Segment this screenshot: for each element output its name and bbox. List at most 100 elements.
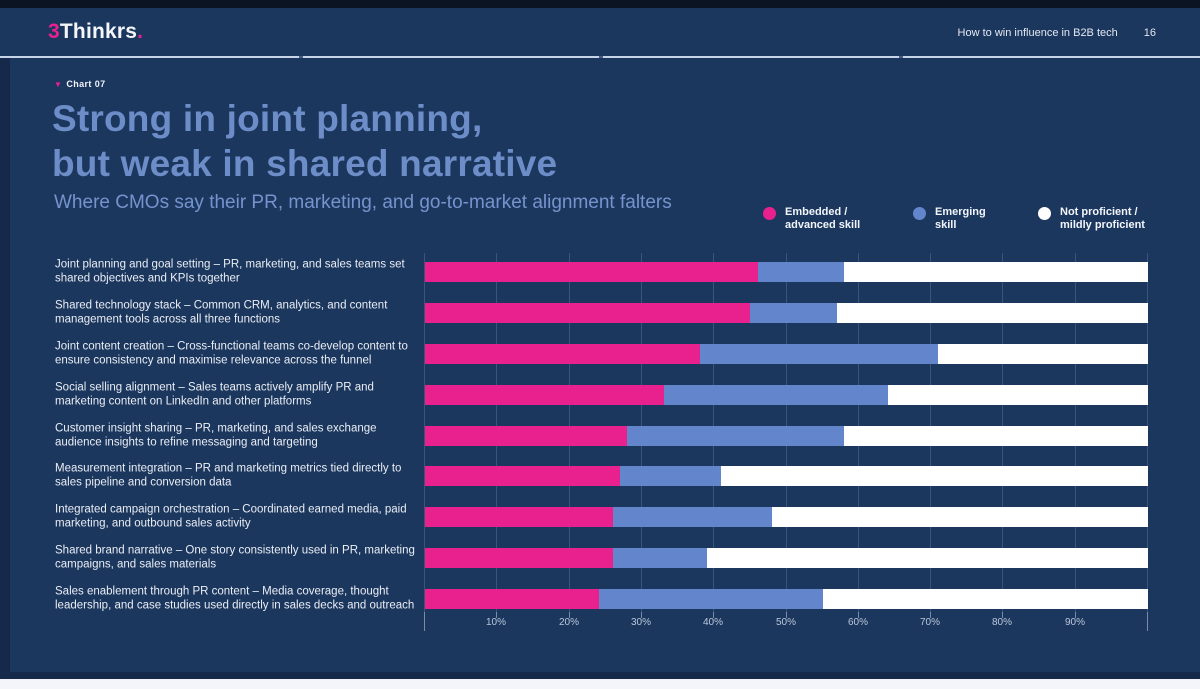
axis-tick — [424, 612, 425, 631]
axis-tick-label: 60% — [847, 617, 869, 628]
bar-segment-not-proficient — [844, 426, 1148, 446]
row-label: Integrated campaign orchestration – Coor… — [55, 503, 407, 530]
title-line-1: Strong in joint planning, — [52, 98, 483, 139]
bar-segment-not-proficient — [887, 385, 1148, 405]
axis-tick-label: 10% — [485, 617, 507, 628]
chart-tag: ▼ Chart 07 — [54, 79, 106, 89]
bar-segment-embedded — [425, 426, 628, 446]
axis-tick-label: 90% — [1064, 617, 1086, 628]
bar-segment-embedded — [425, 466, 621, 486]
row-label: Joint content creation – Cross-functiona… — [55, 340, 408, 367]
bar-segment-emerging — [612, 507, 773, 527]
row-label: Joint planning and goal setting – PR, ma… — [55, 258, 405, 285]
brand-logo: 3Thinkrs. — [48, 20, 143, 44]
axis-tick — [1002, 612, 1003, 618]
bar-row — [425, 466, 1148, 486]
page-subtitle: Where CMOs say their PR, marketing, and … — [54, 192, 672, 213]
legend-item-embedded: Embedded / advanced skill — [763, 206, 860, 232]
legend-label-line: skill — [935, 219, 957, 231]
bar-row — [425, 589, 1148, 609]
bar-row — [425, 303, 1148, 323]
bar-segment-not-proficient — [822, 589, 1148, 609]
legend-label-emerging: Emerging skill — [935, 206, 986, 232]
header-meta: How to win influence in B2B tech 16 — [958, 27, 1156, 39]
bar-segment-not-proficient — [844, 262, 1148, 282]
axis-tick-label: 30% — [630, 617, 652, 628]
header-divider — [0, 56, 1200, 58]
bar-segment-embedded — [425, 548, 613, 568]
bar-segment-not-proficient — [706, 548, 1148, 568]
bar-segment-embedded — [425, 589, 599, 609]
bar-segment-emerging — [612, 548, 707, 568]
axis-tick-label: 20% — [558, 617, 580, 628]
page-number: 16 — [1143, 27, 1156, 39]
left-edge-band — [0, 58, 10, 673]
axis-tick — [1147, 612, 1148, 631]
document-title: How to win influence in B2B tech — [957, 27, 1118, 39]
row-label: Measurement integration – PR and marketi… — [55, 462, 402, 489]
bar-row — [425, 262, 1148, 282]
bar-segment-not-proficient — [938, 344, 1148, 364]
axis-tick — [930, 612, 931, 618]
bar-segment-not-proficient — [772, 507, 1148, 527]
legend-item-emerging: Emerging skill — [913, 206, 986, 232]
bar-row — [425, 548, 1148, 568]
logo-prefix: 3 — [48, 20, 60, 43]
legend-dot-not-proficient — [1038, 207, 1051, 220]
header-bar: 3Thinkrs. How to win influence in B2B te… — [0, 8, 1200, 56]
bar-segment-embedded — [425, 262, 758, 282]
bar-row — [425, 344, 1148, 364]
logo-name: Thinkrs — [59, 20, 138, 43]
legend-label-line: advanced skill — [785, 219, 861, 231]
bar-segment-not-proficient — [721, 466, 1148, 486]
axis-tick — [786, 612, 787, 618]
bar-segment-emerging — [627, 426, 845, 446]
row-label: Sales enablement through PR content – Me… — [55, 585, 415, 612]
legend-label-not-proficient: Not proficient / mildly proficient — [1060, 206, 1145, 232]
axis-tick — [713, 612, 714, 618]
axis-tick — [569, 612, 570, 618]
row-label: Shared brand narrative – One story consi… — [55, 544, 415, 571]
top-strip — [0, 0, 1200, 8]
bar-segment-emerging — [620, 466, 722, 486]
axis-tick — [858, 612, 859, 618]
bar-segment-embedded — [425, 385, 664, 405]
grid-line — [424, 253, 425, 612]
bar-segment-emerging — [757, 262, 845, 282]
bar-segment-emerging — [699, 344, 939, 364]
bar-segment-emerging — [750, 303, 838, 323]
row-label: Social selling alignment – Sales teams a… — [55, 381, 374, 408]
row-label: Customer insight sharing – PR, marketing… — [55, 422, 377, 449]
triangle-marker-icon: ▼ — [54, 80, 63, 89]
bar-segment-embedded — [425, 344, 700, 364]
axis-tick — [1075, 612, 1076, 618]
bar-segment-embedded — [425, 507, 613, 527]
axis-tick-label: 50% — [775, 617, 797, 628]
bottom-dark-strip — [0, 672, 1200, 679]
legend-label-line: mildly proficient — [1060, 219, 1145, 231]
title-line-2: but weak in shared narrative — [52, 143, 558, 184]
legend-dot-emerging — [913, 207, 926, 220]
axis-tick-label: 40% — [702, 617, 724, 628]
legend-item-not-proficient: Not proficient / mildly proficient — [1038, 206, 1145, 232]
axis-tick-label: 70% — [919, 617, 941, 628]
bar-row — [425, 507, 1148, 527]
axis-tick — [496, 612, 497, 618]
legend-label-embedded: Embedded / advanced skill — [785, 206, 860, 232]
row-label: Shared technology stack – Common CRM, an… — [55, 299, 388, 326]
bar-segment-emerging — [663, 385, 888, 405]
legend-dot-embedded — [763, 207, 776, 220]
page-title: Strong in joint planning, but weak in sh… — [52, 96, 557, 186]
next-page-strip — [0, 679, 1200, 689]
logo-dot: . — [137, 20, 144, 43]
bar-segment-emerging — [598, 589, 823, 609]
bar-segment-embedded — [425, 303, 751, 323]
bar-row — [425, 426, 1148, 446]
axis-tick-label: 80% — [991, 617, 1013, 628]
bar-segment-not-proficient — [837, 303, 1148, 323]
axis-tick — [641, 612, 642, 618]
legend-label-line: Embedded / — [785, 206, 848, 218]
chart-tag-label: Chart 07 — [66, 79, 106, 89]
legend-label-line: Emerging — [935, 206, 986, 218]
